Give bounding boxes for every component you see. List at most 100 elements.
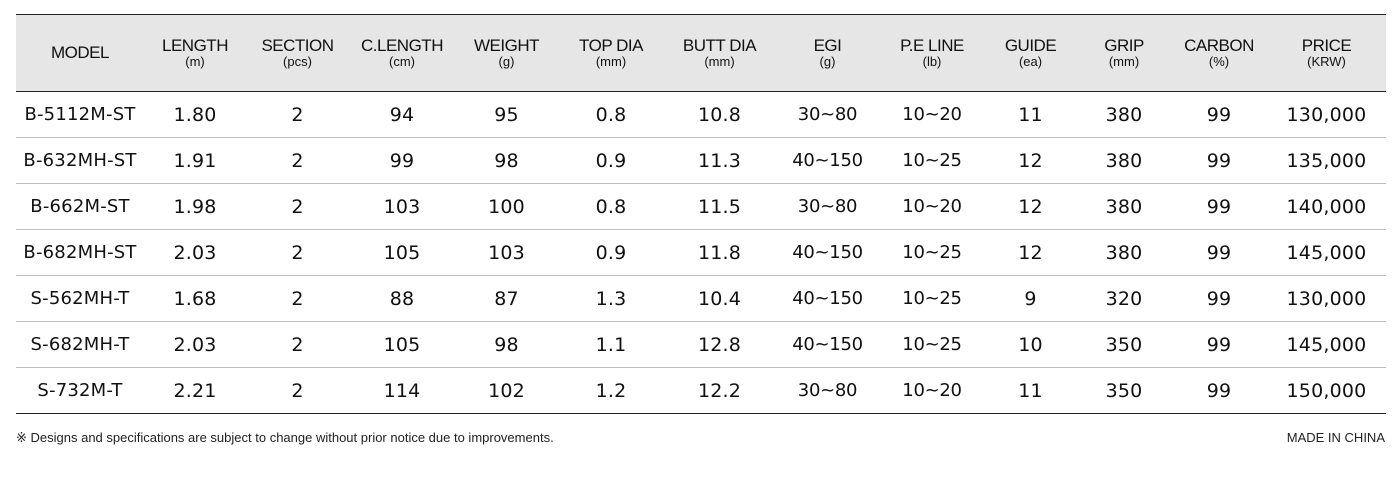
cell-c-length: 88 xyxy=(349,275,455,322)
table-row: B-5112M-ST 1.80 2 94 95 0.8 10.8 30~80 10~20 11 38… xyxy=(16,91,1386,138)
cell-carbon: 99 xyxy=(1171,91,1267,138)
cell-length: 1.80 xyxy=(144,91,246,138)
cell-pe-line: 10~25 xyxy=(880,229,984,276)
column-header-weight: WEIGHT (g) xyxy=(455,14,558,92)
cell-guide: 12 xyxy=(984,137,1077,184)
column-header-model: MODEL xyxy=(16,14,144,92)
cell-length: 2.03 xyxy=(144,321,246,368)
table-row: S-732M-T 2.21 2 114 102 1.2 12.2 30~80 10~20 11 35… xyxy=(16,367,1386,414)
cell-pe-line: 10~25 xyxy=(880,321,984,368)
cell-section: 2 xyxy=(246,137,349,184)
column-header-label: BUTT DIA xyxy=(682,36,757,55)
cell-price: 135,000 xyxy=(1267,137,1386,184)
cell-top-dia: 0.9 xyxy=(558,137,664,184)
cell-carbon: 99 xyxy=(1171,321,1267,368)
cell-price: 140,000 xyxy=(1267,183,1386,230)
cell-pe-line: 10~20 xyxy=(880,367,984,414)
cell-c-length: 99 xyxy=(349,137,455,184)
cell-weight: 102 xyxy=(455,367,558,414)
cell-top-dia: 1.2 xyxy=(558,367,664,414)
column-header-label: TOP DIA xyxy=(579,36,643,55)
column-header-unit: (mm) xyxy=(1108,54,1140,69)
cell-c-length: 105 xyxy=(349,321,455,368)
column-header-pe-line: P.E LINE (lb) xyxy=(880,14,984,92)
cell-grip: 320 xyxy=(1077,275,1171,322)
cell-pe-line: 10~25 xyxy=(880,137,984,184)
cell-length: 1.68 xyxy=(144,275,246,322)
cell-section: 2 xyxy=(246,91,349,138)
cell-egi: 40~150 xyxy=(775,137,880,184)
cell-weight: 100 xyxy=(455,183,558,230)
cell-weight: 98 xyxy=(455,137,558,184)
cell-section: 2 xyxy=(246,275,349,322)
cell-section: 2 xyxy=(246,367,349,414)
cell-price: 145,000 xyxy=(1267,321,1386,368)
cell-egi: 40~150 xyxy=(775,229,880,276)
cell-butt-dia: 11.8 xyxy=(664,229,775,276)
column-header-unit: (m) xyxy=(185,54,205,69)
cell-egi: 30~80 xyxy=(775,91,880,138)
cell-weight: 87 xyxy=(455,275,558,322)
column-header-label: P.E LINE xyxy=(900,36,964,55)
cell-weight: 95 xyxy=(455,91,558,138)
cell-length: 1.91 xyxy=(144,137,246,184)
cell-egi: 40~150 xyxy=(775,321,880,368)
cell-model: S-732M-T xyxy=(16,367,144,414)
cell-pe-line: 10~20 xyxy=(880,91,984,138)
cell-guide: 12 xyxy=(984,229,1077,276)
cell-pe-line: 10~25 xyxy=(880,275,984,322)
cell-c-length: 103 xyxy=(349,183,455,230)
cell-length: 2.21 xyxy=(144,367,246,414)
cell-grip: 350 xyxy=(1077,321,1171,368)
cell-grip: 380 xyxy=(1077,183,1171,230)
cell-price: 145,000 xyxy=(1267,229,1386,276)
column-header-unit: (mm) xyxy=(704,54,735,69)
cell-grip: 380 xyxy=(1077,229,1171,276)
cell-guide: 11 xyxy=(984,91,1077,138)
column-header-top-dia: TOP DIA (mm) xyxy=(558,14,664,92)
column-header-unit: (g) xyxy=(498,54,515,69)
cell-c-length: 105 xyxy=(349,229,455,276)
column-header-guide: GUIDE (ea) xyxy=(984,14,1077,92)
cell-egi: 30~80 xyxy=(775,183,880,230)
cell-top-dia: 1.3 xyxy=(558,275,664,322)
cell-butt-dia: 11.3 xyxy=(664,137,775,184)
column-header-unit: (%) xyxy=(1208,54,1230,69)
column-header-label: SECTION xyxy=(261,36,334,55)
column-header-unit: (cm) xyxy=(389,54,415,69)
cell-grip: 380 xyxy=(1077,91,1171,138)
cell-grip: 380 xyxy=(1077,137,1171,184)
column-header-label: GRIP xyxy=(1104,36,1144,55)
column-header-butt-dia: BUTT DIA (mm) xyxy=(664,14,775,92)
table-row: S-682MH-T 2.03 2 105 98 1.1 12.8 40~150 10~25 10 3… xyxy=(16,321,1386,368)
cell-price: 130,000 xyxy=(1267,91,1386,138)
cell-butt-dia: 10.4 xyxy=(664,275,775,322)
cell-section: 2 xyxy=(246,229,349,276)
column-header-label: MODEL xyxy=(51,43,109,62)
cell-guide: 12 xyxy=(984,183,1077,230)
cell-model: B-662M-ST xyxy=(16,183,144,230)
column-header-label: GUIDE xyxy=(1004,36,1057,55)
cell-c-length: 94 xyxy=(349,91,455,138)
table-row: B-662M-ST 1.98 2 103 100 0.8 11.5 30~80 10~20 12 3… xyxy=(16,183,1386,230)
footnote-notice: ※ Designs and specifications are subject… xyxy=(16,430,554,445)
cell-guide: 10 xyxy=(984,321,1077,368)
column-header-unit: (ea) xyxy=(1018,54,1043,69)
cell-model: B-682MH-ST xyxy=(16,229,144,276)
cell-top-dia: 0.9 xyxy=(558,229,664,276)
cell-section: 2 xyxy=(246,183,349,230)
spec-table: MODEL LENGTH (m) SECTION (pcs) C.LENGTH (cm) WE… xyxy=(16,14,1386,414)
cell-egi: 30~80 xyxy=(775,367,880,414)
cell-butt-dia: 10.8 xyxy=(664,91,775,138)
column-header-label: PRICE xyxy=(1301,36,1352,55)
cell-butt-dia: 11.5 xyxy=(664,183,775,230)
column-header-unit: (lb) xyxy=(922,54,942,69)
column-header-unit: (mm) xyxy=(595,54,627,69)
cell-guide: 9 xyxy=(984,275,1077,322)
cell-butt-dia: 12.8 xyxy=(664,321,775,368)
cell-price: 130,000 xyxy=(1267,275,1386,322)
column-header-length: LENGTH (m) xyxy=(144,14,246,92)
cell-model: S-562MH-T xyxy=(16,275,144,322)
cell-carbon: 99 xyxy=(1171,229,1267,276)
cell-butt-dia: 12.2 xyxy=(664,367,775,414)
